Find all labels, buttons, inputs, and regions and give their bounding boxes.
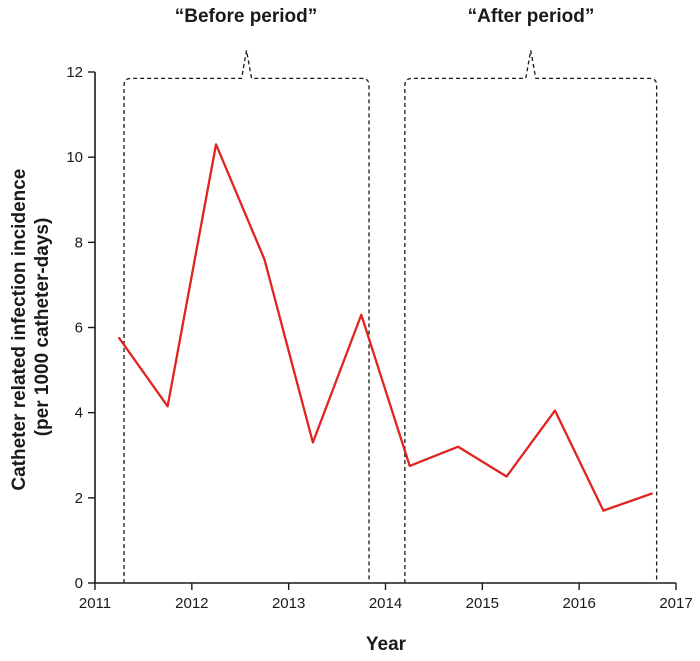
data-series: [118, 143, 653, 512]
x-tick-label: 2017: [659, 595, 692, 612]
x-tick-label: 2012: [175, 595, 208, 612]
y-tick-label: 12: [66, 64, 83, 81]
axes: 2011 2012 2013 2014 2015 2016 2017 0 2 4 6 8 10 12: [66, 64, 692, 612]
y-tick-label: 0: [75, 575, 83, 592]
y-tick-label: 6: [75, 320, 83, 337]
after-period-label: “After period”: [468, 6, 595, 27]
y-tick-label: 10: [66, 149, 83, 166]
x-tick-label: 2015: [466, 595, 499, 612]
x-tick-label: 2016: [562, 595, 595, 612]
y-tick-label: 4: [75, 405, 83, 422]
incidence-line: [118, 143, 653, 512]
y-axis-title: Catheter related infection incidence (pe…: [9, 163, 53, 490]
y-tick-label: 2: [75, 490, 83, 507]
y-axis-title-line2: (per 1000 catheter-days): [32, 218, 53, 437]
period-brackets: [123, 50, 658, 583]
x-tick-label: 2014: [369, 595, 402, 612]
y-tick-label: 8: [75, 234, 83, 251]
before-period-label: “Before period”: [175, 6, 318, 27]
x-axis-title: Year: [366, 634, 407, 655]
period-bracket: [123, 50, 370, 583]
x-tick-label: 2013: [272, 595, 305, 612]
period-bracket: [404, 50, 658, 583]
x-tick-label: 2011: [79, 595, 111, 612]
y-axis-title-line1: Catheter related infection incidence: [9, 169, 30, 491]
